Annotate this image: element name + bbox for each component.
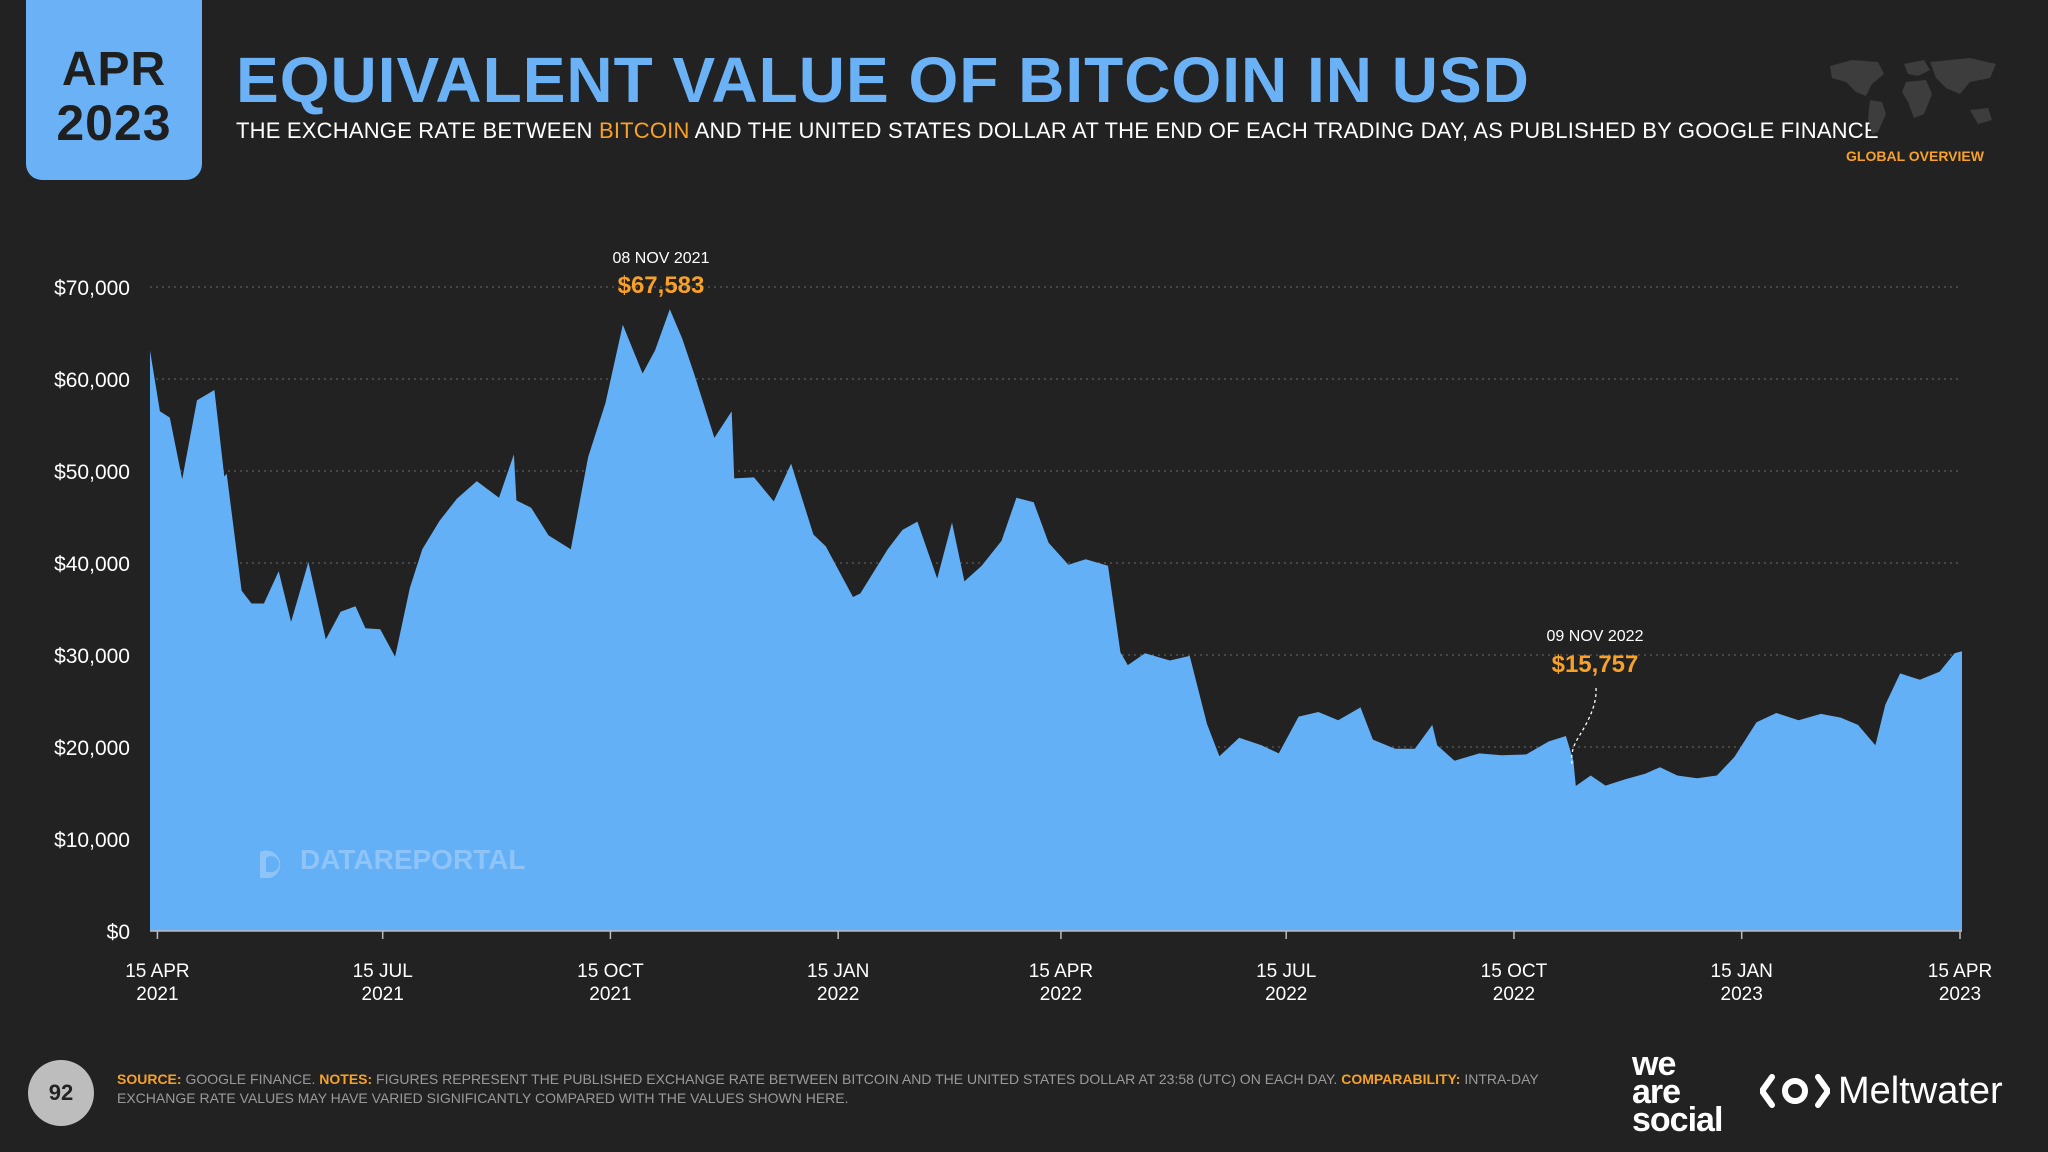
x-tick-label: 15 JUL xyxy=(1256,961,1316,982)
bitcoin-area-chart: DATAREPORTAL $0 $10,000 $20,000 $30,000 $40,… xyxy=(54,250,1992,1005)
ws-logo-line: are xyxy=(1632,1073,1681,1111)
comparability-text: INTRA-DAY EXCHANGE RATE VALUES MAY HAVE … xyxy=(117,1071,1539,1106)
x-tick-year: 2022 xyxy=(1493,984,1535,1005)
subtitle-post: AND THE UNITED STATES DOLLAR AT THE END … xyxy=(689,118,1879,143)
page-subtitle: THE EXCHANGE RATE BETWEEN BITCOIN AND TH… xyxy=(236,118,1879,144)
global-overview-label: GLOBAL OVERVIEW xyxy=(1846,148,1984,164)
x-tick-year: 2021 xyxy=(136,984,178,1005)
comparability-label: COMPARABILITY: xyxy=(1341,1071,1461,1087)
page-title: EQUIVALENT VALUE OF BITCOIN IN USD xyxy=(236,44,1530,116)
we-are-social-logo: we are social xyxy=(1632,1045,1742,1139)
x-tick-year: 2021 xyxy=(589,984,631,1005)
x-tick-year: 2022 xyxy=(817,984,859,1005)
x-tick-label: 15 OCT xyxy=(1481,961,1548,982)
y-tick-label: $30,000 xyxy=(54,645,130,668)
source-label: SOURCE: xyxy=(117,1071,182,1087)
badge-month: APR xyxy=(61,43,167,96)
x-tick-year: 2021 xyxy=(362,984,404,1005)
annotation-date: 09 NOV 2022 xyxy=(1547,628,1644,645)
x-tick-year: 2023 xyxy=(1721,984,1763,1005)
datareportal-watermark: DATAREPORTAL xyxy=(300,844,526,875)
page-number: 92 xyxy=(28,1060,94,1126)
subtitle-pre: THE EXCHANGE RATE BETWEEN xyxy=(236,118,599,143)
y-tick-label: $50,000 xyxy=(54,461,130,484)
ws-logo-line: social xyxy=(1632,1101,1723,1139)
area-layer xyxy=(150,309,1962,931)
ws-logo-line: we xyxy=(1632,1045,1676,1083)
x-tick-year: 2022 xyxy=(1265,984,1307,1005)
y-tick-label: $70,000 xyxy=(54,277,130,300)
annotation-value: $67,583 xyxy=(618,272,705,299)
y-tick-label: $0 xyxy=(107,921,130,944)
x-tick-year: 2022 xyxy=(1040,984,1082,1005)
meltwater-logo: Meltwater xyxy=(1760,1068,2003,1114)
x-tick-label: 15 JUL xyxy=(353,961,413,982)
x-tick-label: 15 APR xyxy=(1928,961,1992,982)
y-tick-label: $60,000 xyxy=(54,369,130,392)
notes-text: FIGURES REPRESENT THE PUBLISHED EXCHANGE… xyxy=(372,1071,1342,1087)
annotations: 08 NOV 2021 $67,583 09 NOV 2022 $15,757 xyxy=(613,250,1644,765)
meltwater-wordmark: Meltwater xyxy=(1838,1069,2003,1112)
x-tick-label: 15 JAN xyxy=(807,961,869,982)
annotation-value: $15,757 xyxy=(1552,651,1639,678)
date-badge: APR 2023 xyxy=(26,0,202,180)
x-tick-label: 15 OCT xyxy=(577,961,644,982)
datareportal-logo-icon xyxy=(260,850,281,878)
footer-source-notes: SOURCE: GOOGLE FINANCE. NOTES: FIGURES R… xyxy=(117,1070,1577,1108)
meltwater-icon xyxy=(1760,1074,1830,1108)
y-tick-label: $10,000 xyxy=(54,829,130,852)
x-tick-label: 15 APR xyxy=(125,961,189,982)
y-tick-label: $40,000 xyxy=(54,553,130,576)
axes: $0 $10,000 $20,000 $30,000 $40,000 $50,000 $60… xyxy=(54,277,1992,1005)
bitcoin-usd-area xyxy=(150,309,1962,931)
world-map-icon xyxy=(1830,58,1996,134)
subtitle-highlight: BITCOIN xyxy=(598,118,690,143)
notes-label: NOTES: xyxy=(319,1071,373,1087)
x-tick-label: 15 JAN xyxy=(1711,961,1773,982)
source-text: GOOGLE FINANCE. xyxy=(181,1071,320,1087)
x-tick-year: 2023 xyxy=(1939,984,1981,1005)
annotation-leader-line xyxy=(1571,687,1597,765)
annotation-date: 08 NOV 2021 xyxy=(613,250,710,267)
x-tick-label: 15 APR xyxy=(1029,961,1093,982)
badge-year: 2023 xyxy=(56,95,172,151)
y-tick-label: $20,000 xyxy=(54,737,130,760)
